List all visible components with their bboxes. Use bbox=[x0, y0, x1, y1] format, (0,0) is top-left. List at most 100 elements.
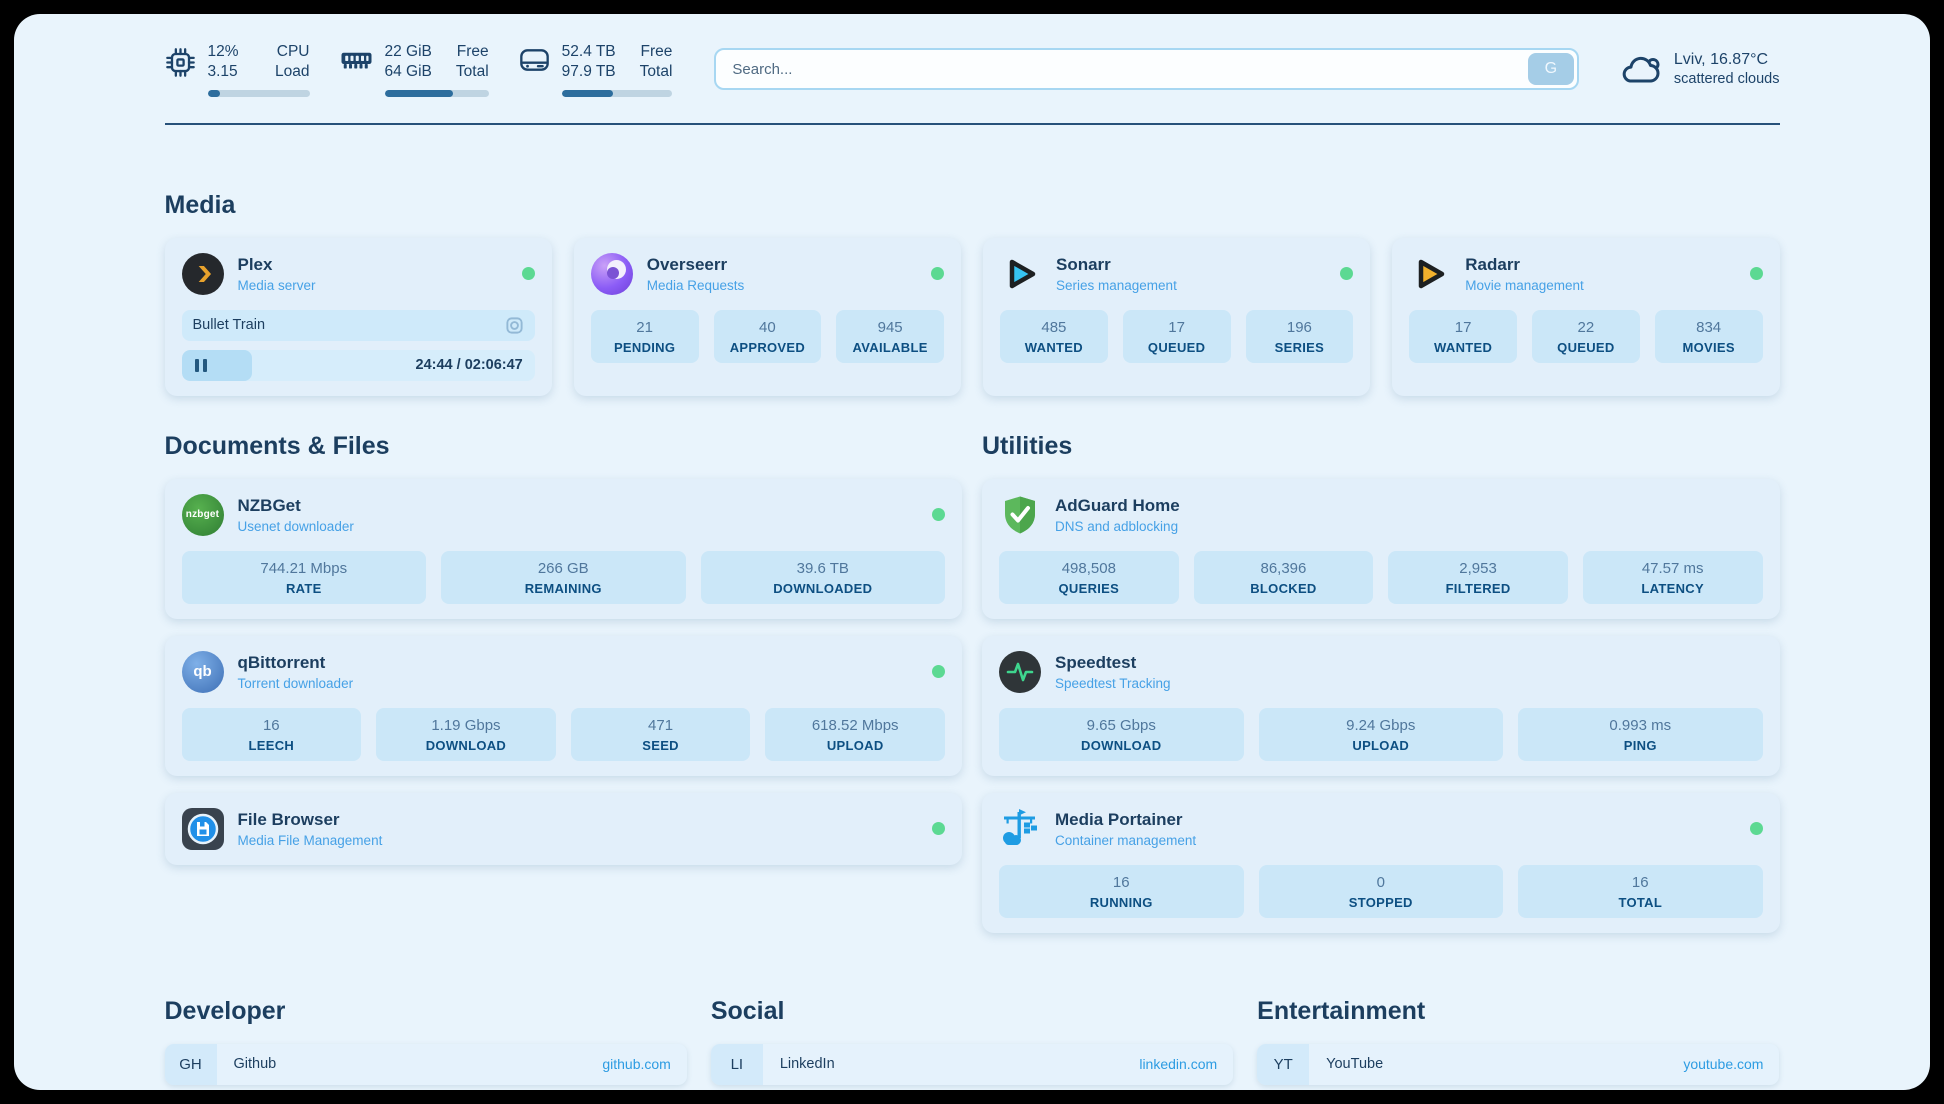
linkedin-name: LinkedIn bbox=[779, 1056, 835, 1073]
header-divider bbox=[164, 122, 1780, 125]
social-heading: Social bbox=[710, 996, 785, 1025]
documents-heading: Documents & Files bbox=[164, 431, 390, 460]
qbittorrent-status-dot bbox=[932, 665, 945, 679]
portainer-logo-icon bbox=[999, 808, 1041, 850]
speedtest-subtitle: Speedtest Tracking bbox=[1055, 675, 1171, 691]
search-input[interactable] bbox=[714, 48, 1579, 91]
cpu-label: CPU bbox=[276, 43, 310, 60]
portainer-stat-running: 16 RUNNING bbox=[999, 864, 1244, 918]
card-filebrowser[interactable]: File Browser Media File Management bbox=[164, 792, 962, 865]
card-sonarr[interactable]: Sonarr Series management 485 WANTED 17 Q… bbox=[983, 237, 1371, 396]
youtube-url: youtube.com bbox=[1683, 1056, 1764, 1073]
sonarr-stat-series: 196 SERIES bbox=[1245, 309, 1354, 363]
radarr-stat-queued: 22 QUEUED bbox=[1532, 309, 1640, 363]
disk-total-value: 97.9 TB bbox=[561, 63, 616, 81]
qbittorrent-stat-seed: 471 SEED bbox=[570, 707, 751, 761]
link-youtube[interactable]: YT YouTube youtube.com bbox=[1257, 1043, 1780, 1085]
entertainment-heading: Entertainment bbox=[1257, 996, 1426, 1025]
session-settings-icon[interactable] bbox=[505, 316, 524, 335]
link-github[interactable]: GH Github github.com bbox=[164, 1043, 687, 1085]
overseerr-subtitle: Media Requests bbox=[646, 277, 745, 293]
section-media: Media Plex Media server bbox=[164, 191, 1780, 396]
sonarr-title: Sonarr bbox=[1056, 254, 1111, 274]
filebrowser-logo-icon bbox=[181, 807, 224, 850]
sonarr-subtitle: Series management bbox=[1056, 277, 1177, 293]
cpu-load-label: Load bbox=[275, 63, 310, 81]
disk-progress-bar bbox=[561, 89, 673, 97]
nzbget-subtitle: Usenet downloader bbox=[237, 518, 354, 534]
link-linkedin[interactable]: LI LinkedIn linkedin.com bbox=[710, 1043, 1234, 1085]
nzbget-title: NZBGet bbox=[237, 495, 301, 515]
adguard-logo-icon bbox=[999, 494, 1041, 536]
section-developer: Developer GH Github github.com SO StackO… bbox=[164, 997, 687, 1090]
memory-total-value: 64 GiB bbox=[384, 63, 432, 81]
linkedin-url: linkedin.com bbox=[1139, 1056, 1218, 1073]
overseerr-stat-pending: 21 PENDING bbox=[590, 309, 699, 363]
speedtest-title: Speedtest bbox=[1055, 652, 1137, 672]
ram-icon bbox=[341, 52, 371, 69]
system-meters: 12% CPU 3.15 Load bbox=[165, 42, 673, 97]
speedtest-logo-icon bbox=[999, 650, 1041, 693]
qbittorrent-subtitle: Torrent downloader bbox=[237, 675, 354, 691]
youtube-name: YouTube bbox=[1326, 1056, 1384, 1073]
weather-condition: scattered clouds bbox=[1673, 71, 1780, 88]
memory-progress-fill bbox=[384, 89, 454, 97]
qbittorrent-stat-download: 1.19 Gbps DOWNLOAD bbox=[376, 707, 556, 761]
radarr-logo-icon bbox=[1409, 253, 1451, 295]
nzbget-logo-icon: nzbget bbox=[181, 493, 224, 536]
sonarr-status-dot bbox=[1340, 267, 1354, 281]
github-name: Github bbox=[233, 1056, 277, 1073]
search-engine-button[interactable]: G bbox=[1527, 53, 1574, 86]
weather-location: Lviv, 16.87°C bbox=[1673, 50, 1769, 68]
card-adguard[interactable]: AdGuard Home DNS and adblocking 498,508 … bbox=[982, 478, 1780, 619]
filebrowser-title: File Browser bbox=[237, 809, 340, 829]
cpu-progress-bar bbox=[207, 89, 310, 97]
plex-progress-bar: 24:44 / 02:06:47 bbox=[181, 349, 535, 381]
sonarr-stat-wanted: 485 WANTED bbox=[1000, 309, 1108, 363]
disk-free-value: 52.4 TB bbox=[561, 43, 616, 60]
sonarr-logo-icon bbox=[1000, 253, 1042, 295]
plex-title: Plex bbox=[237, 254, 273, 274]
card-speedtest[interactable]: Speedtest Speedtest Tracking 9.65 Gbps D… bbox=[982, 635, 1780, 776]
adguard-stat-queries: 498,508 QUERIES bbox=[999, 550, 1179, 604]
radarr-status-dot bbox=[1749, 267, 1763, 281]
github-url: github.com bbox=[602, 1056, 671, 1073]
pause-icon[interactable] bbox=[194, 358, 207, 372]
qbittorrent-stat-leech: 16 LEECH bbox=[181, 707, 362, 761]
plex-logo-icon bbox=[181, 252, 224, 295]
plex-now-playing-title: Bullet Train bbox=[192, 317, 266, 334]
cloud-icon bbox=[1622, 57, 1660, 83]
adguard-subtitle: DNS and adblocking bbox=[1055, 518, 1179, 534]
card-overseerr[interactable]: Overseerr Media Requests 21 PENDING 40 A… bbox=[573, 237, 961, 396]
cpu-load-value: 3.15 bbox=[207, 63, 238, 81]
card-portainer[interactable]: Media Portainer Container management 16 … bbox=[982, 792, 1780, 933]
card-plex[interactable]: Plex Media server Bullet Train bbox=[164, 237, 552, 396]
portainer-title: Media Portainer bbox=[1055, 809, 1183, 829]
section-entertainment: Entertainment YT YouTube youtube.com NF … bbox=[1257, 996, 1780, 1090]
card-radarr[interactable]: Radarr Movie management 17 WANTED 22 QUE… bbox=[1392, 237, 1780, 396]
radarr-stat-wanted: 17 WANTED bbox=[1409, 309, 1517, 363]
card-qbittorrent[interactable]: qb qBittorrent Torrent downloader 16 bbox=[164, 635, 962, 776]
plex-progress-fill bbox=[181, 349, 253, 381]
qbittorrent-logo-icon: qb bbox=[181, 650, 224, 693]
overseerr-title: Overseerr bbox=[646, 254, 728, 274]
weather-widget: Lviv, 16.87°C scattered clouds bbox=[1619, 49, 1780, 90]
dashboard-screen: 12% CPU 3.15 Load bbox=[14, 14, 1930, 1090]
section-documents: Documents & Files nzbget NZBGet Usenet d… bbox=[164, 431, 962, 865]
disk-icon bbox=[519, 49, 549, 71]
adguard-title: AdGuard Home bbox=[1055, 495, 1180, 515]
nzbget-stat-remaining: 266 GB REMAINING bbox=[441, 550, 686, 604]
overseerr-status-dot bbox=[931, 267, 944, 281]
sonarr-stat-queued: 17 QUEUED bbox=[1122, 309, 1231, 363]
speedtest-stat-ping: 0.993 ms PING bbox=[1518, 707, 1763, 761]
disk-total-label: Total bbox=[639, 63, 673, 81]
adguard-stat-blocked: 86,396 BLOCKED bbox=[1193, 550, 1374, 604]
memory-meter: 22 GiB Free 64 GiB Total bbox=[340, 42, 489, 97]
github-abbr: GH bbox=[164, 1043, 217, 1085]
cpu-usage-value: 12% bbox=[207, 43, 239, 60]
portainer-subtitle: Container management bbox=[1055, 832, 1197, 848]
card-nzbget[interactable]: nzbget NZBGet Usenet downloader 744.21 M… bbox=[164, 478, 962, 619]
linkedin-abbr: LI bbox=[710, 1043, 763, 1085]
qbittorrent-title: qBittorrent bbox=[237, 652, 326, 672]
radarr-stat-movies: 834 MOVIES bbox=[1654, 309, 1763, 363]
